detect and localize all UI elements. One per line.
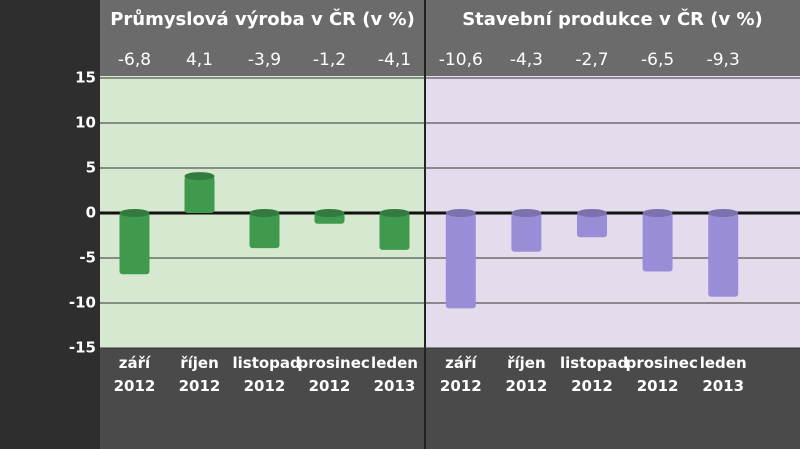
- footer-band: [100, 348, 800, 449]
- chart-title: Průmyslová výroba v ČR (v %): [110, 8, 415, 30]
- value-label: -9,3: [707, 50, 740, 70]
- bar: [184, 176, 215, 213]
- bar: [642, 213, 673, 272]
- value-label: -2,7: [575, 50, 608, 70]
- bar-cap: [184, 172, 215, 181]
- bar: [511, 213, 542, 252]
- bar: [379, 213, 410, 250]
- y-tick-label: 15: [75, 69, 96, 87]
- bar-cap: [119, 209, 150, 217]
- x-tick-label: říjen 2012: [505, 354, 548, 395]
- value-label: -4,3: [510, 50, 543, 70]
- value-label: -6,8: [118, 50, 151, 70]
- bar-cap: [577, 209, 607, 217]
- value-label: -1,2: [313, 50, 346, 70]
- bar-cap: [642, 209, 673, 217]
- bar-cap: [379, 209, 410, 217]
- x-tick-label: září 2012: [113, 354, 156, 395]
- bar: [445, 213, 476, 309]
- y-tick-label: 0: [86, 204, 96, 222]
- x-tick-label: prosinec 2012: [625, 354, 698, 395]
- y-tick-label: 10: [75, 114, 96, 132]
- x-tick-label: září 2012: [439, 354, 482, 395]
- value-label: -4,1: [378, 50, 411, 70]
- x-tick-label: listopad 2012: [560, 354, 629, 395]
- y-tick-label: 5: [86, 159, 96, 177]
- bar: [577, 213, 607, 238]
- bar-cap: [708, 209, 739, 217]
- chart-title: Stavební produkce v ČR (v %): [462, 8, 763, 30]
- bar: [708, 213, 739, 297]
- y-tick-label: -10: [69, 294, 96, 312]
- bar-cap: [249, 209, 280, 217]
- x-tick-label: prosinec 2012: [297, 354, 370, 395]
- bar: [119, 213, 150, 275]
- y-tick-label: -15: [69, 339, 96, 357]
- value-label: -6,5: [641, 50, 674, 70]
- bar-cap: [445, 209, 476, 217]
- bar-cap: [511, 209, 542, 217]
- value-label: -3,9: [248, 50, 281, 70]
- bar: [249, 213, 280, 249]
- bar-cap: [314, 209, 345, 217]
- value-label: 4,1: [186, 50, 213, 70]
- value-label: -10,6: [439, 50, 483, 70]
- x-tick-label: listopad 2012: [232, 354, 301, 395]
- x-tick-label: leden 2013: [371, 354, 418, 395]
- x-tick-label: říjen 2012: [178, 354, 221, 395]
- x-tick-label: leden 2013: [699, 354, 747, 395]
- y-tick-label: -5: [79, 249, 96, 267]
